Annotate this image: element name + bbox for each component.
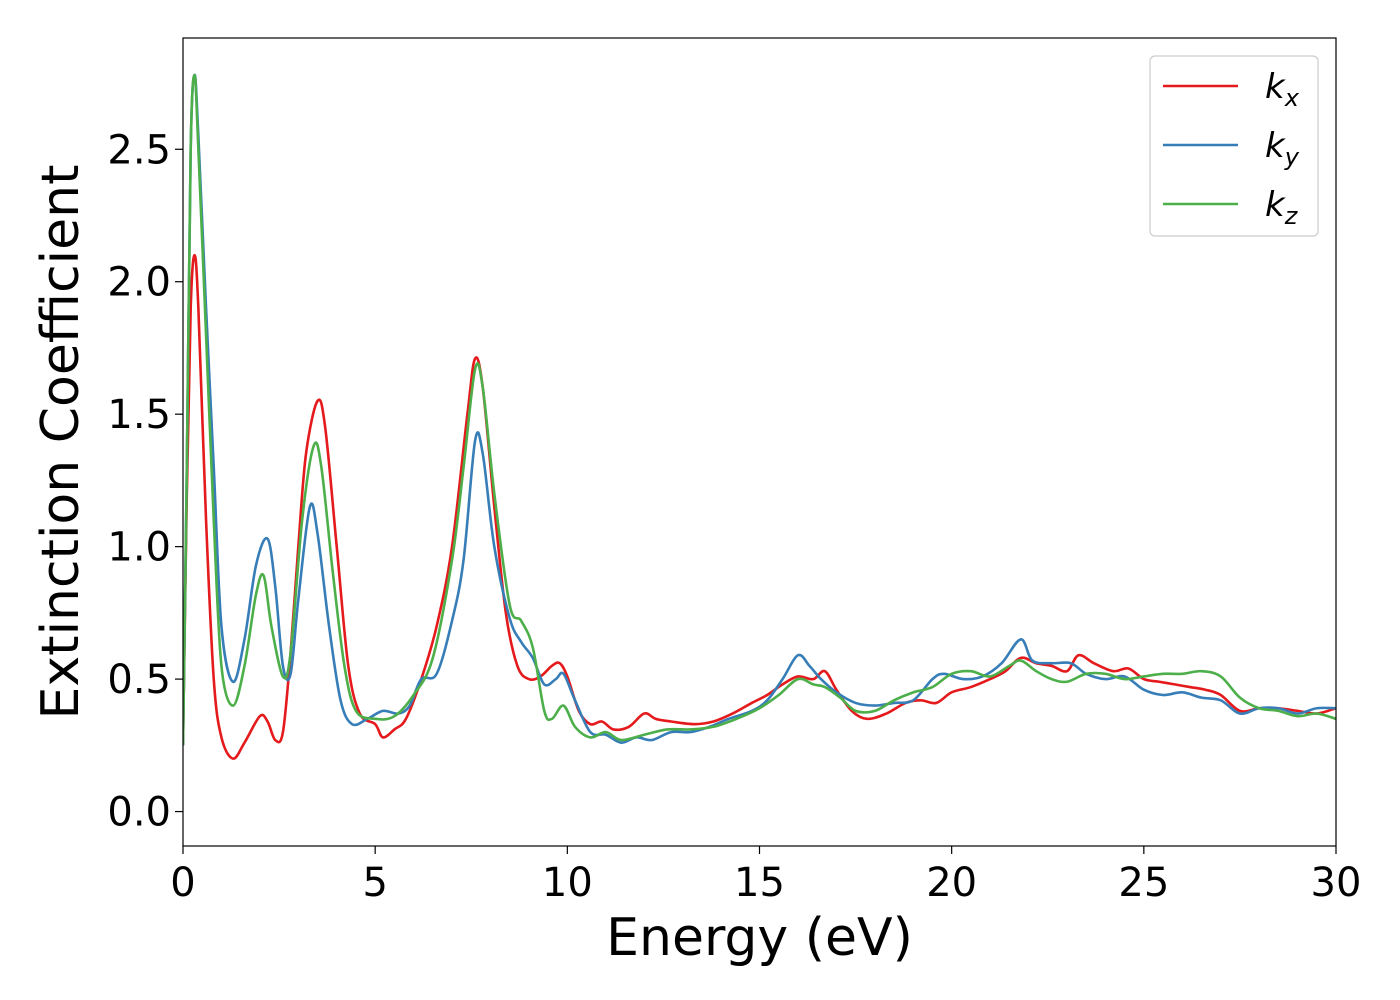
series-line-y	[183, 73, 1336, 746]
y-axis: 0.0 0.5 1.0 1.5 2.0 2.5	[107, 127, 183, 836]
series-layer	[183, 73, 1336, 760]
x-tick-label: 15	[734, 860, 785, 906]
series-line-z	[183, 73, 1336, 746]
y-tick-label: 2.0	[107, 260, 171, 306]
x-tick-label: 20	[926, 860, 977, 906]
x-tick-label: 25	[1118, 860, 1169, 906]
x-axis-title: Energy (eV)	[606, 908, 913, 968]
x-tick-label: 0	[170, 860, 195, 906]
y-tick-label: 1.5	[107, 392, 171, 438]
series-line-x	[183, 253, 1336, 760]
x-axis: 0 5 10 15 20 25 30	[170, 846, 1361, 906]
y-tick-label: 0.5	[107, 657, 171, 703]
x-tick-label: 10	[542, 860, 593, 906]
x-tick-label: 30	[1311, 860, 1362, 906]
y-tick-label: 0.0	[107, 790, 171, 836]
y-tick-label: 1.0	[107, 525, 171, 571]
y-axis-title: Extinction Coefficient	[31, 165, 91, 720]
y-tick-label: 2.5	[107, 127, 171, 173]
x-tick-label: 5	[362, 860, 387, 906]
